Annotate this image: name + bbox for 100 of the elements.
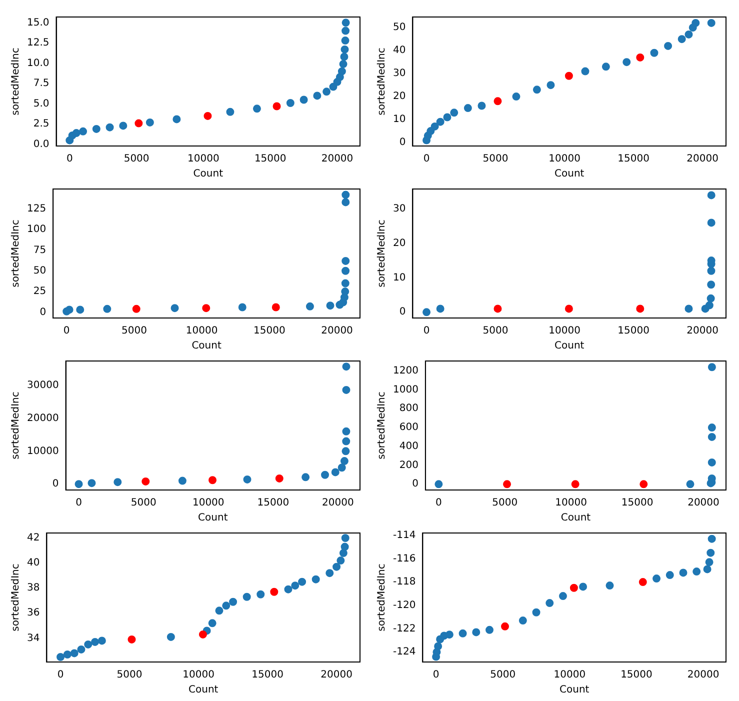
- x-tick-label: 10000: [192, 498, 224, 509]
- y-tick-label: 40: [26, 558, 40, 569]
- y-tick-label: 400: [399, 440, 418, 452]
- x-tick-label: 10000: [188, 154, 220, 165]
- y-axis-title: sortedMedInc: [376, 48, 388, 116]
- x-axis-title: Count: [198, 512, 228, 524]
- x-tick-label: 0: [432, 670, 440, 681]
- y-tick-label: 30000: [27, 380, 59, 391]
- x-tick-label: 5000: [130, 498, 156, 509]
- x-tick-label: 5000: [116, 670, 142, 681]
- y-tick-label: 40: [392, 45, 406, 56]
- x-tick-label: 20000: [322, 498, 354, 509]
- x-tick-label: 0: [66, 154, 73, 165]
- y-tick-label: 7.5: [33, 78, 50, 90]
- x-tick-label: 20000: [686, 154, 718, 165]
- y-tick-label: 600: [399, 422, 418, 434]
- y-tick-label: 5.0: [33, 98, 50, 110]
- x-tick-label: 15000: [620, 670, 652, 681]
- y-tick-label: 1200: [392, 366, 418, 376]
- x-tick-label: 20000: [687, 670, 720, 681]
- y-axis-title: sortedMedInc: [10, 220, 22, 288]
- x-axis-title: Count: [559, 684, 590, 696]
- y-tick-label: -122: [392, 623, 416, 634]
- x-tick-label: 10000: [548, 154, 580, 165]
- x-axis-title: Count: [554, 168, 584, 180]
- y-tick-label: 2.5: [33, 118, 50, 130]
- y-tick-label: 20000: [27, 412, 59, 424]
- y-tick-label: 0: [40, 306, 46, 318]
- x-axis-title: Count: [188, 684, 218, 696]
- y-tick-label: 20: [392, 238, 406, 249]
- x-tick-label: 10000: [182, 670, 214, 681]
- x-axis-title: Count: [560, 512, 591, 524]
- x-tick-label: 5000: [124, 154, 150, 165]
- y-tick-label: 0: [399, 306, 406, 318]
- x-tick-label: 15000: [254, 154, 286, 165]
- y-tick-label: 30: [392, 68, 406, 80]
- y-tick-label: 10000: [27, 446, 59, 457]
- x-axis-title: Count: [554, 340, 584, 352]
- y-tick-label: 12.5: [27, 38, 50, 49]
- y-tick-label: 42: [26, 532, 40, 544]
- x-tick-label: 15000: [618, 326, 650, 337]
- x-tick-label: 5000: [482, 326, 508, 337]
- y-tick-label: 36: [26, 608, 40, 619]
- x-tick-label: 0: [436, 498, 442, 509]
- x-tick-label: 20000: [688, 498, 720, 509]
- x-tick-label: 15000: [621, 498, 654, 509]
- y-tick-label: 50: [392, 22, 406, 34]
- x-tick-label: 0: [63, 326, 70, 337]
- y-tick-label: 75: [33, 244, 46, 256]
- x-tick-label: 20000: [320, 670, 352, 681]
- x-tick-label: 10000: [548, 326, 580, 337]
- x-tick-label: 10000: [555, 498, 587, 509]
- y-tick-label: 20: [392, 91, 406, 102]
- y-tick-label: -116: [392, 553, 416, 564]
- x-axis-title: Count: [193, 168, 224, 180]
- x-tick-label: 5000: [121, 326, 147, 337]
- y-axis-title: sortedMedInc: [376, 392, 388, 460]
- x-tick-label: 10000: [186, 326, 218, 337]
- x-tick-label: 5000: [490, 670, 516, 681]
- y-tick-label: 38: [26, 582, 40, 594]
- x-tick-label: 0: [423, 154, 430, 165]
- y-tick-label: 200: [399, 460, 418, 471]
- x-tick-label: 15000: [254, 326, 286, 337]
- y-tick-label: 34: [26, 632, 40, 644]
- y-tick-label: 800: [399, 403, 418, 414]
- y-tick-label: 25: [33, 286, 46, 298]
- y-tick-label: 0: [412, 478, 418, 490]
- x-tick-label: 20000: [686, 326, 718, 337]
- x-tick-label: 15000: [257, 498, 290, 509]
- x-tick-label: 15000: [618, 154, 650, 165]
- x-tick-label: 15000: [252, 670, 284, 681]
- y-axis-title: sortedMedInc: [376, 564, 388, 632]
- y-tick-label: -114: [392, 530, 416, 541]
- y-tick-label: -124: [392, 646, 416, 658]
- y-tick-label: 0: [52, 478, 59, 490]
- x-tick-label: 10000: [554, 670, 586, 681]
- x-tick-label: 5000: [492, 498, 518, 509]
- y-tick-label: 15.0: [27, 17, 50, 28]
- x-tick-label: 5000: [482, 154, 508, 165]
- y-axis-title: sortedMedInc: [376, 220, 388, 288]
- y-axis-title: sortedMedInc: [10, 564, 22, 632]
- y-tick-label: 100: [26, 224, 46, 236]
- y-tick-label: -118: [392, 576, 416, 588]
- y-tick-label: 1000: [392, 384, 418, 396]
- y-tick-label: 30: [392, 204, 406, 215]
- x-tick-label: 0: [76, 498, 82, 509]
- x-tick-label: 20000: [321, 154, 354, 165]
- y-tick-label: 10: [392, 272, 406, 284]
- y-tick-label: 10: [392, 114, 406, 126]
- y-axis-title: sortedMedInc: [10, 392, 22, 460]
- y-tick-label: 50: [33, 265, 46, 276]
- x-tick-label: 0: [423, 326, 430, 337]
- x-tick-label: 20000: [321, 326, 353, 337]
- y-tick-label: 0: [399, 137, 406, 148]
- x-axis-title: Count: [192, 340, 222, 352]
- y-tick-label: 10.0: [27, 58, 50, 69]
- y-axis-title: sortedMedInc: [10, 48, 22, 116]
- y-tick-label: -120: [392, 600, 416, 611]
- y-tick-label: 125: [26, 203, 46, 214]
- y-tick-label: 0.0: [33, 138, 50, 150]
